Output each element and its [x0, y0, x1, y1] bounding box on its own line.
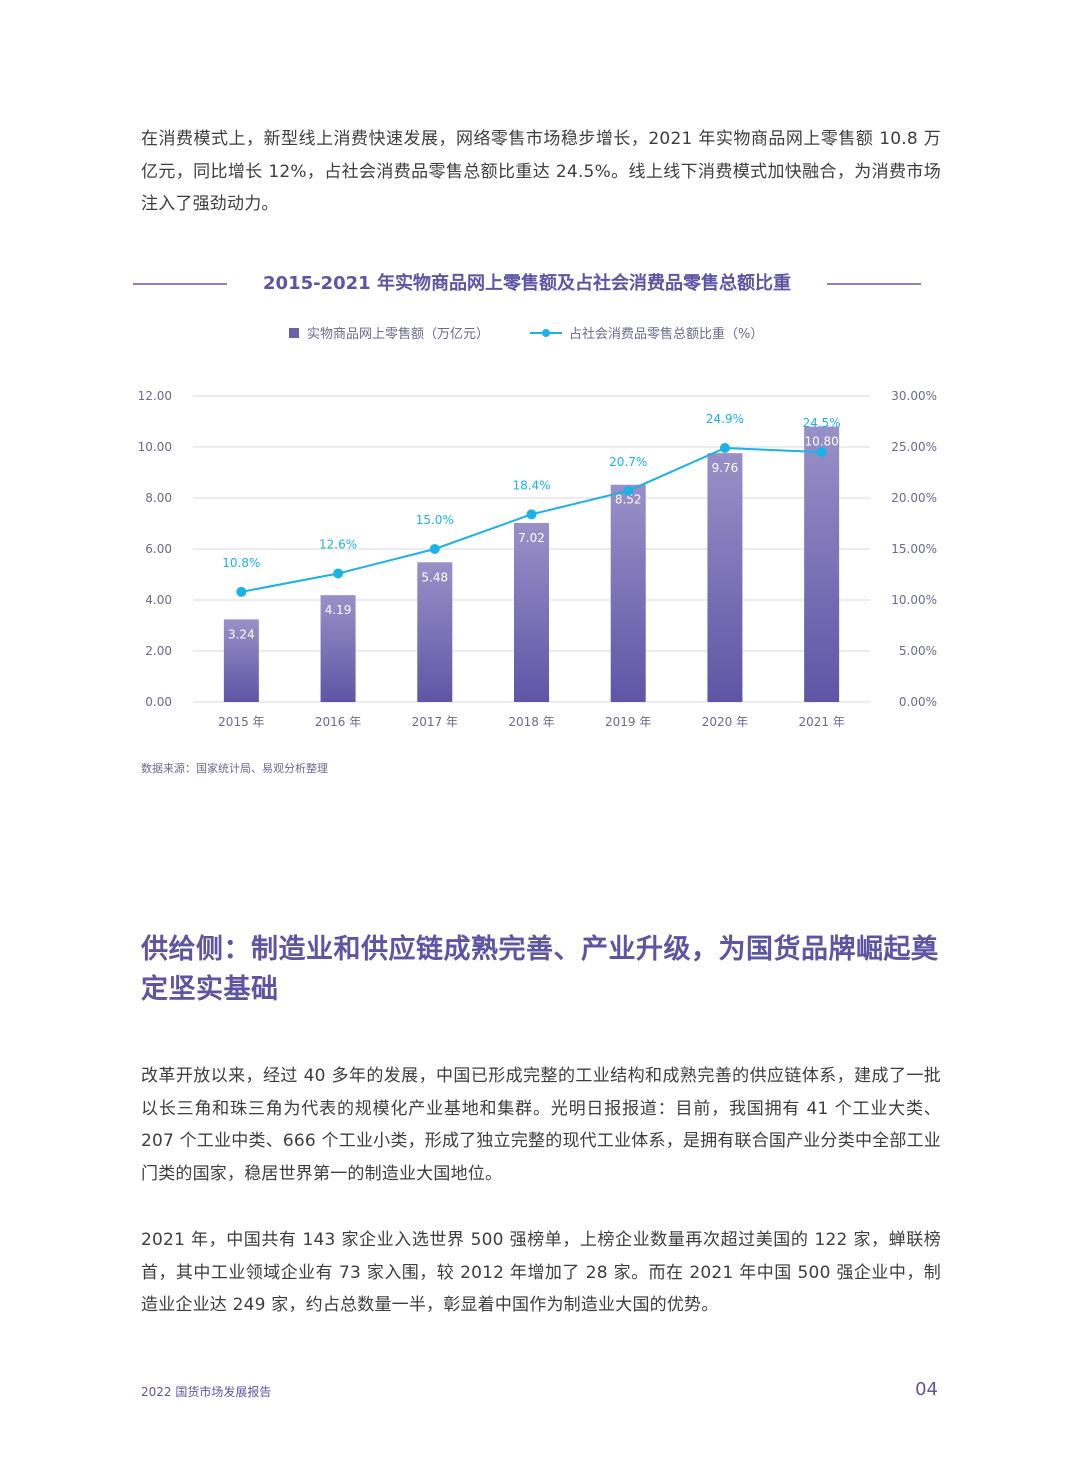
section-heading: 供给侧：制造业和供应链成熟完善、产业升级，为国货品牌崛起奠定坚实基础: [141, 934, 939, 1005]
x-tick-label: 2021 年: [798, 715, 844, 729]
legend-line-label: 占社会消费品零售总额比重（%）: [569, 326, 763, 342]
chart-title: 2015-2021 年实物商品网上零售额及占社会消费品零售总额比重: [263, 273, 791, 294]
bar-online-retail: [707, 453, 743, 702]
share-point: [526, 509, 537, 520]
y-left-tick-label: 6.00: [145, 542, 172, 556]
bar-value-label: 4.19: [325, 603, 352, 617]
share-value-label: 10.8%: [222, 556, 260, 570]
intro-paragraph: 在消费模式上，新型线上消费快速发展，网络零售市场稳步增长，2021 年实物商品网…: [141, 129, 941, 214]
share-point: [429, 544, 440, 554]
y-right-tick-label: 15.00%: [891, 542, 937, 556]
body-paragraph-industry: 改革开放以来，经过 40 多年的发展，中国已形成完整的工业结构和成熟完善的供应链…: [141, 1066, 941, 1184]
title-divider-left: [133, 283, 227, 285]
bar-value-label: 3.24: [228, 627, 255, 641]
chart-legend: 实物商品网上零售额（万亿元） 占社会消费品零售总额比重（%）: [289, 326, 763, 342]
share-point: [623, 485, 634, 496]
legend-line-marker: [542, 329, 550, 337]
bar-online-retail: [804, 426, 840, 702]
share-point: [816, 447, 827, 458]
y-right-tick-label: 25.00%: [891, 440, 937, 454]
y-right-tick-label: 10.00%: [891, 593, 937, 607]
share-point: [333, 568, 344, 579]
y-left-tick-label: 2.00: [145, 644, 172, 658]
bar-value-label: 5.48: [421, 570, 448, 584]
bar-online-retail: [223, 619, 259, 702]
bar-online-retail: [320, 595, 356, 702]
bar-value-label: 7.02: [518, 531, 545, 545]
y-left-tick-label: 0.00: [145, 695, 172, 709]
share-point: [236, 586, 247, 597]
bar-online-retail: [514, 522, 549, 702]
bar-line-chart: 实物商品网上零售额（万亿元） 占社会消费品零售总额比重（%） 0.00 2.00 4…: [138, 326, 937, 729]
y-left-tick-label: 12.00: [138, 389, 172, 403]
share-value-label: 24.5%: [803, 416, 841, 430]
share-value-label: 20.7%: [609, 455, 647, 469]
x-tick-label: 2018 年: [508, 715, 554, 729]
page-number: 04: [915, 1379, 938, 1400]
title-divider-right: [827, 283, 921, 285]
share-value-label: 12.6%: [319, 537, 357, 551]
body-paragraph-fortune500: 2021 年，中国共有 143 家企业入选世界 500 强榜单，上榜企业数量再次…: [141, 1230, 941, 1315]
bar-value-label: 8.52: [615, 493, 642, 507]
y-right-tick-label: 0.00%: [899, 695, 937, 709]
x-tick-label: 2019 年: [605, 715, 651, 729]
y-right-tick-label: 30.00%: [891, 389, 937, 403]
share-value-label: 15.0%: [416, 513, 454, 527]
legend-bar-label: 实物商品网上零售额（万亿元）: [307, 326, 489, 342]
bar-value-label: 10.80: [804, 435, 838, 449]
y-left-tick-label: 4.00: [145, 593, 172, 607]
y-left-tick-label: 10.00: [138, 440, 172, 454]
y-left-tick-label: 8.00: [145, 491, 172, 505]
y-right-tick-label: 20.00%: [891, 491, 937, 505]
x-tick-label: 2016 年: [315, 715, 361, 729]
footer-report-title: 2022 国货市场发展报告: [141, 1385, 272, 1399]
y-right-tick-label: 5.00%: [899, 644, 937, 658]
bar-online-retail: [417, 562, 453, 702]
share-value-label: 18.4%: [512, 478, 550, 492]
x-tick-label: 2020 年: [702, 715, 748, 729]
x-tick-label: 2017 年: [412, 715, 458, 729]
legend-bar-swatch: [289, 328, 299, 338]
share-value-label: 24.9%: [706, 412, 744, 426]
bar-online-retail: [610, 484, 646, 702]
data-source-note: 数据来源：国家统计局、易观分析整理: [141, 762, 328, 775]
share-point: [719, 443, 730, 454]
bar-value-label: 9.76: [712, 461, 739, 475]
x-tick-label: 2015 年: [218, 715, 264, 729]
